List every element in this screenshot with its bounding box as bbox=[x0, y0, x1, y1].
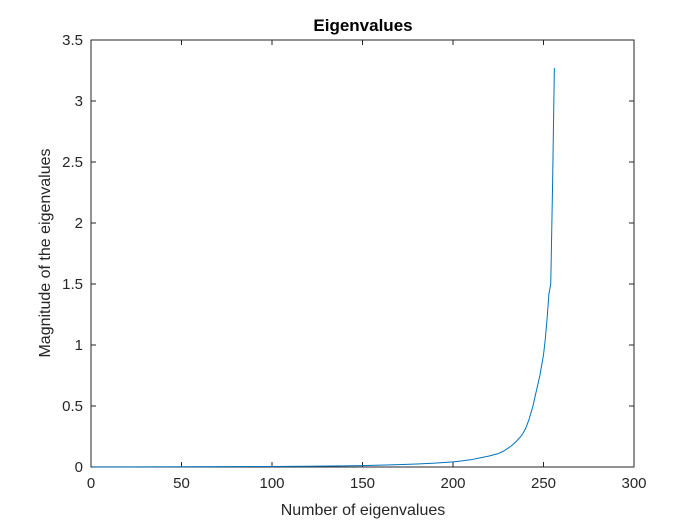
y-axis-label: Magnitude of the eigenvalues bbox=[37, 148, 54, 357]
y-tick-label: 3.5 bbox=[62, 32, 83, 49]
x-tick-label: 50 bbox=[173, 475, 190, 492]
x-tick-label: 0 bbox=[87, 475, 95, 492]
y-tick-label: 0.5 bbox=[62, 398, 83, 415]
axes-box bbox=[90, 39, 635, 468]
chart-title: Eigenvalues bbox=[313, 16, 412, 35]
series-line bbox=[92, 68, 555, 468]
x-axis-label: Number of eigenvalues bbox=[281, 502, 446, 519]
y-tick-label: 0 bbox=[75, 459, 83, 476]
y-tick-label: 1 bbox=[75, 337, 83, 354]
y-tick-label: 2.5 bbox=[62, 154, 83, 171]
y-tick-label: 2 bbox=[75, 215, 83, 232]
x-tick-label: 300 bbox=[621, 475, 646, 492]
x-tick-label: 150 bbox=[350, 475, 375, 492]
plot-area: 0 50 100 150 200 250 300 0 0.5 1 1.5 2 2.5 3 3.5 bbox=[62, 32, 646, 492]
x-tick-label: 100 bbox=[259, 475, 284, 492]
x-tick-label: 250 bbox=[531, 475, 556, 492]
y-tick-label: 1.5 bbox=[62, 276, 83, 293]
y-tick-label: 3 bbox=[75, 93, 83, 110]
x-tick-label: 200 bbox=[440, 475, 465, 492]
